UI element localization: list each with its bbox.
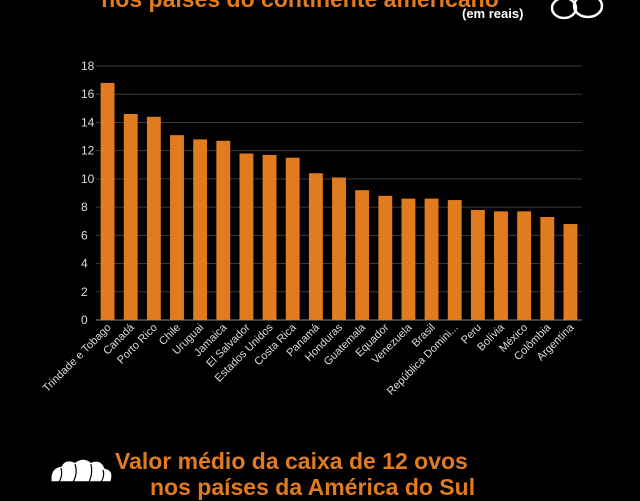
y-tick-label: 6 bbox=[81, 228, 88, 242]
bar bbox=[123, 113, 138, 320]
bar bbox=[262, 154, 277, 320]
footer-title-line-2: nos países da América do Sul bbox=[150, 474, 476, 500]
bar bbox=[332, 177, 346, 320]
bar bbox=[470, 209, 485, 320]
y-tick-label: 18 bbox=[81, 59, 95, 73]
y-tick-label: 12 bbox=[81, 144, 95, 158]
bar bbox=[285, 157, 300, 320]
bar bbox=[355, 190, 370, 320]
bar bbox=[308, 173, 323, 320]
y-tick-label: 0 bbox=[81, 313, 88, 327]
y-tick-label: 16 bbox=[81, 87, 95, 101]
bar bbox=[517, 211, 532, 320]
bar bbox=[216, 140, 231, 320]
bar bbox=[193, 139, 208, 320]
bar bbox=[170, 135, 184, 320]
x-tick-label: Trindade e Tobago bbox=[41, 322, 114, 395]
y-tick-label: 10 bbox=[81, 172, 95, 186]
egg-carton-icon bbox=[49, 458, 113, 483]
y-tick-label: 4 bbox=[81, 257, 88, 271]
bar bbox=[563, 224, 578, 320]
bar bbox=[401, 198, 416, 320]
bar bbox=[100, 82, 115, 320]
y-tick-label: 14 bbox=[81, 115, 95, 129]
y-tick-label: 8 bbox=[81, 200, 88, 214]
bar bbox=[447, 200, 462, 320]
egg-carton-icon bbox=[550, 0, 604, 20]
footer-title-line-1: Valor médio da caixa de 12 ovos bbox=[115, 448, 468, 474]
chart-subtitle: (em reais) bbox=[462, 6, 524, 21]
bar bbox=[239, 153, 254, 320]
bar bbox=[378, 195, 393, 320]
bar bbox=[146, 116, 161, 320]
bar bbox=[494, 211, 508, 320]
bar bbox=[424, 198, 439, 320]
y-tick-label: 2 bbox=[81, 285, 88, 299]
chart-title-line-2: nos países do continente americano bbox=[60, 0, 540, 13]
bar bbox=[540, 216, 555, 320]
